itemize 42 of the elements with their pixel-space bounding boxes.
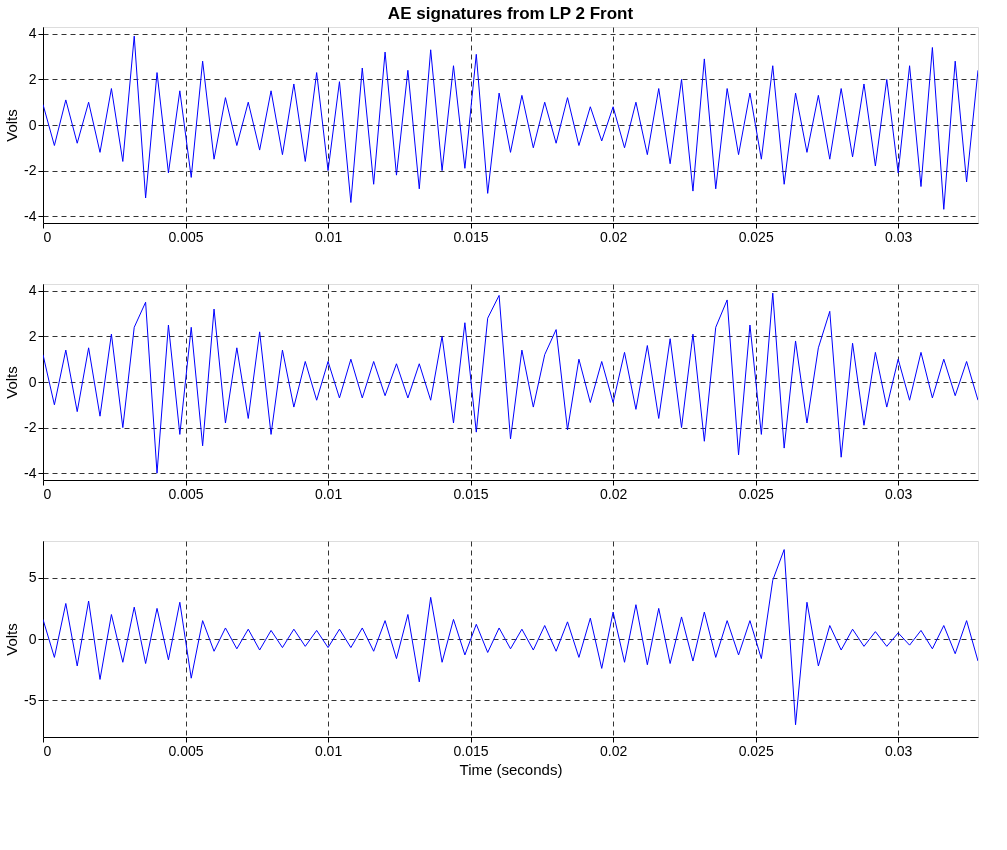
y-tick-label: 0 bbox=[28, 373, 37, 390]
x-tick-label: 0.03 bbox=[885, 742, 913, 759]
x-tick-label: 0.02 bbox=[600, 485, 628, 502]
x-tick-label: 0.005 bbox=[168, 228, 204, 245]
y-tick-label: 2 bbox=[28, 327, 37, 344]
line-series bbox=[43, 292, 978, 474]
y-tick-label: 4 bbox=[28, 282, 37, 299]
y-tick-label: 2 bbox=[28, 70, 37, 87]
y-tick-label: -4 bbox=[24, 464, 37, 481]
line-series bbox=[43, 549, 978, 726]
x-tick-label: 0.025 bbox=[738, 228, 774, 245]
x-tick-label: 0.01 bbox=[314, 742, 343, 759]
x-tick-label: 0.005 bbox=[168, 485, 204, 502]
y-tick-label: -2 bbox=[24, 162, 37, 179]
y-tick-label: 0 bbox=[28, 116, 37, 133]
x-tick-label: 0.015 bbox=[453, 228, 489, 245]
x-tick-label: 0.015 bbox=[453, 485, 489, 502]
x-tick-label: 0.01 bbox=[314, 228, 343, 245]
y-axis-title: Volts bbox=[3, 109, 21, 142]
chart-title: AE signatures from LP 2 Front bbox=[387, 3, 634, 23]
x-tick-label: 0.015 bbox=[453, 742, 489, 759]
x-tick-label: 0.02 bbox=[600, 742, 628, 759]
y-tick-label: 0 bbox=[28, 630, 37, 647]
x-tick-label: 0.025 bbox=[738, 485, 774, 502]
y-axis-title: Volts bbox=[3, 366, 21, 399]
x-tick-label: 0 bbox=[43, 228, 52, 245]
y-tick-label: 5 bbox=[28, 569, 37, 586]
x-tick-label: 0.025 bbox=[738, 742, 774, 759]
y-tick-label: -2 bbox=[24, 419, 37, 436]
y-tick-label: -5 bbox=[24, 691, 37, 708]
x-tick-label: 0.02 bbox=[600, 228, 628, 245]
x-tick-label: 0.01 bbox=[314, 485, 343, 502]
x-tick-label: 0 bbox=[43, 742, 52, 759]
y-axis-title: Volts bbox=[3, 623, 21, 656]
x-tick-label: 0 bbox=[43, 485, 52, 502]
y-tick-label: -4 bbox=[24, 207, 37, 224]
x-tick-label: 0.03 bbox=[885, 228, 913, 245]
x-tick-label: 0.005 bbox=[168, 742, 204, 759]
x-axis-title: Time (seconds) bbox=[459, 760, 563, 778]
x-tick-label: 0.03 bbox=[885, 485, 913, 502]
line-series bbox=[43, 35, 978, 210]
y-tick-label: 4 bbox=[28, 25, 37, 42]
